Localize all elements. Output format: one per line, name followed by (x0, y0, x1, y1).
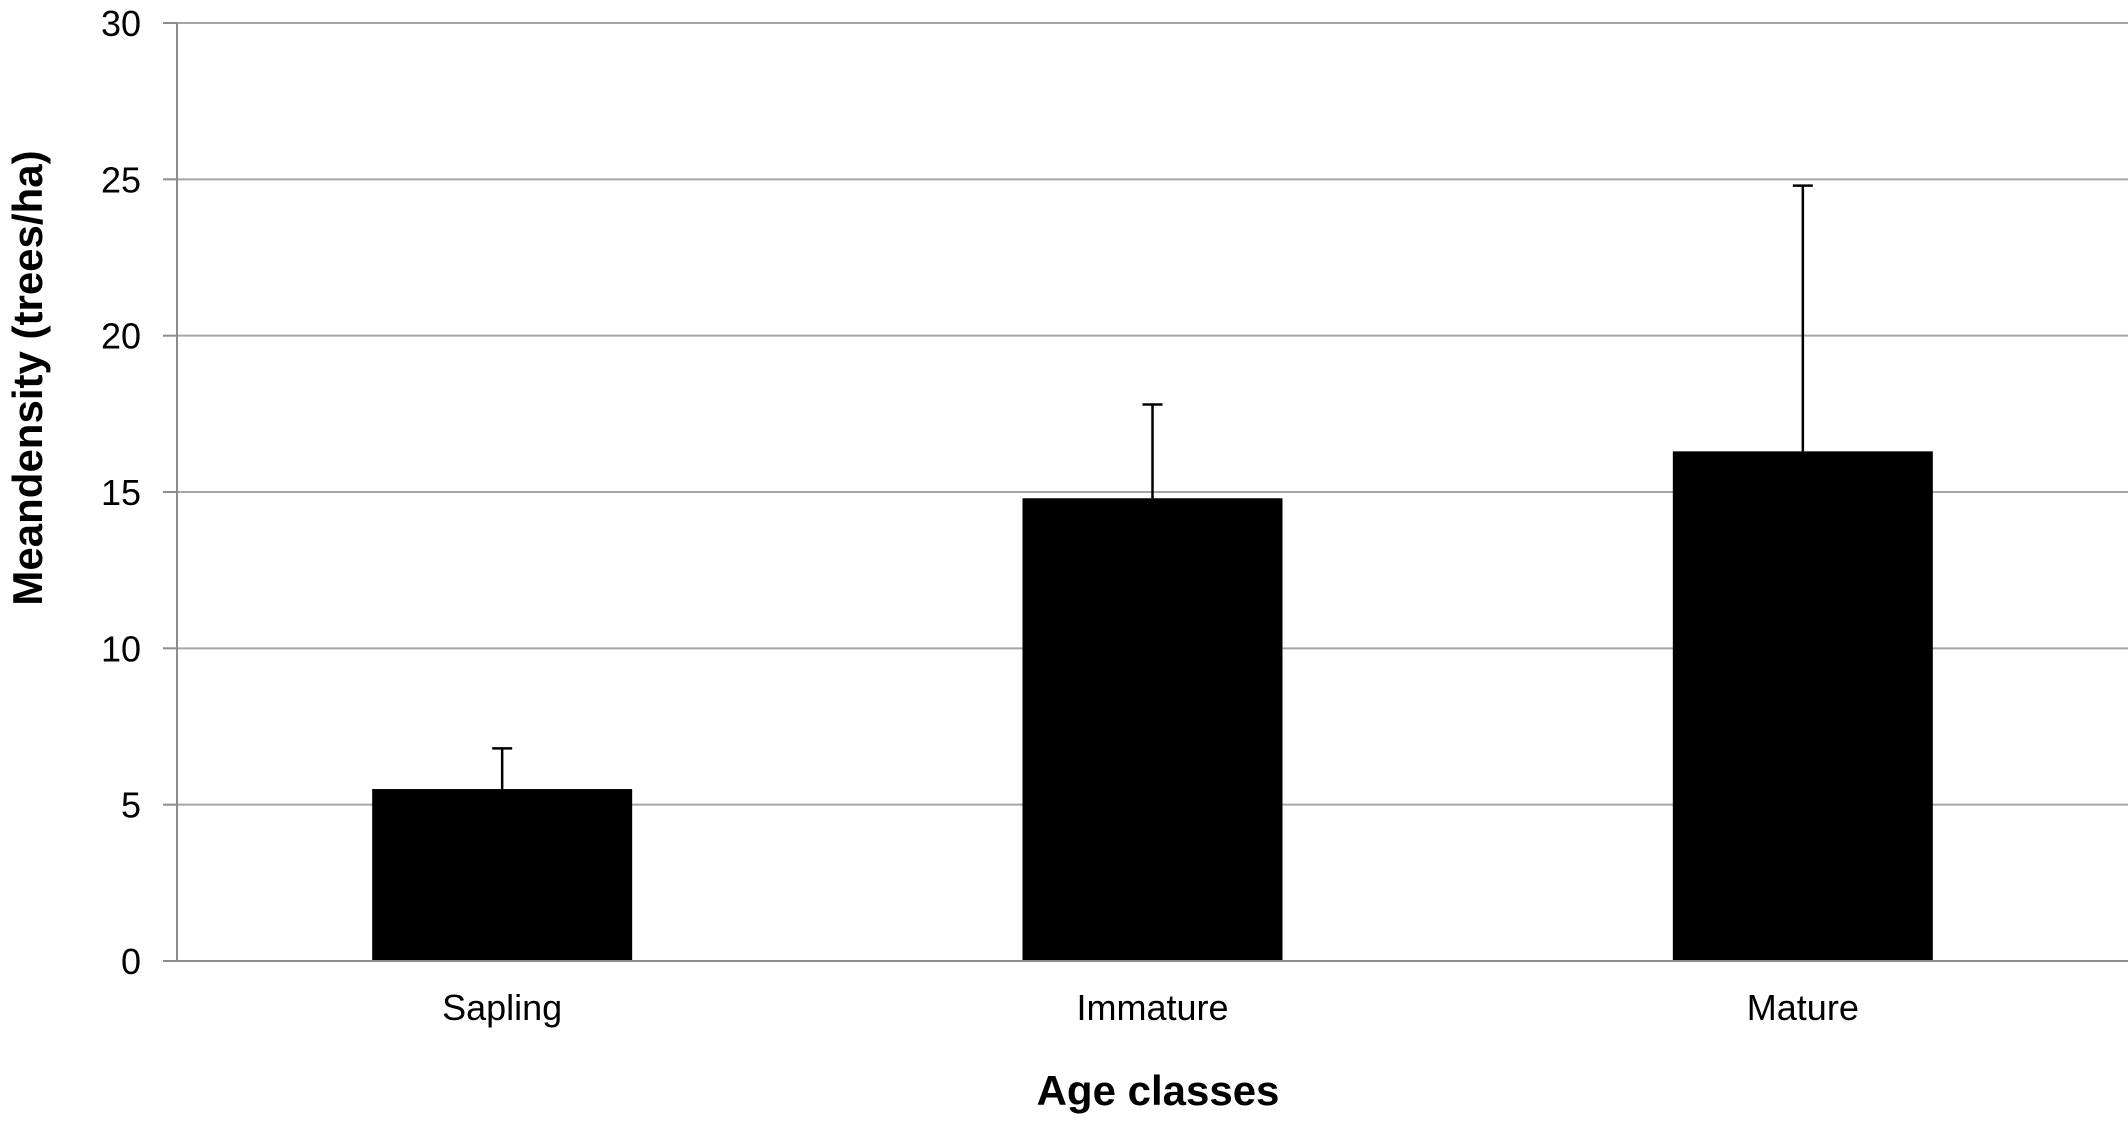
x-axis-title: Age classes (1037, 1067, 1280, 1114)
x-tick-labels: Sapling Immature Mature (442, 987, 1859, 1028)
x-tick-label: Immature (1076, 987, 1228, 1028)
y-tick-label: 15 (101, 472, 141, 513)
y-tick-label: 20 (101, 316, 141, 357)
y-tick-label: 10 (101, 628, 141, 669)
y-tick-label: 5 (121, 785, 141, 826)
x-tick-label: Sapling (442, 987, 562, 1028)
bar-mature (1672, 451, 1933, 961)
y-tick-label: 25 (101, 159, 141, 200)
bar-sapling (372, 789, 633, 961)
bar-immature (1022, 498, 1283, 961)
y-axis-title: Meandensity (trees/ha) (4, 150, 51, 605)
y-tick-label: 30 (101, 3, 141, 44)
error-bars (492, 184, 1813, 790)
bars (372, 451, 1933, 961)
y-tick-labels: 0 5 10 15 20 25 30 (101, 3, 177, 982)
y-tick-label: 0 (121, 941, 141, 982)
x-tick-label: Mature (1747, 987, 1859, 1028)
